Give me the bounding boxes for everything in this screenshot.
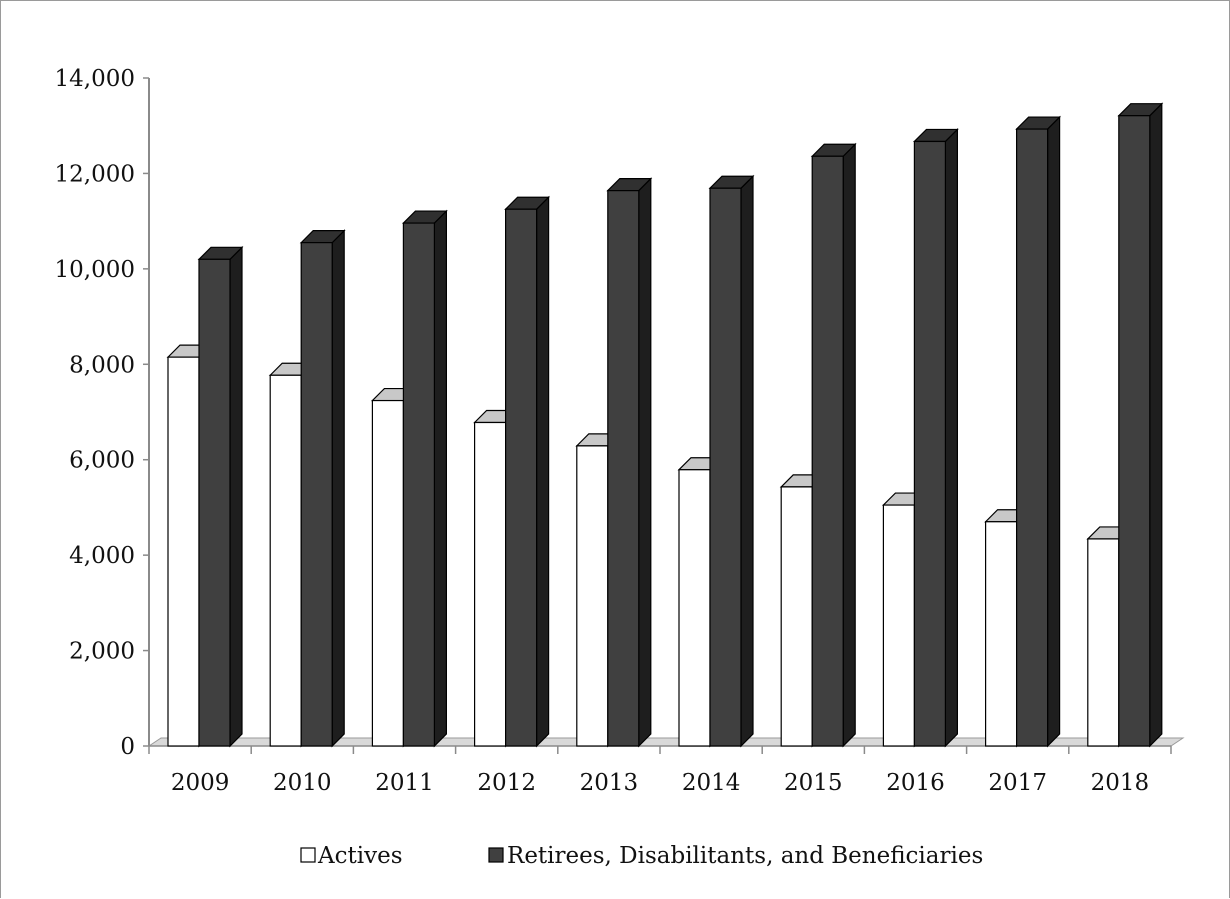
y-tick-label: 2,000 (69, 639, 135, 665)
bar-actives-front (167, 356, 200, 747)
bar-retirees (1117, 102, 1164, 748)
bar-actives-front (269, 374, 302, 747)
bar-retirees-side (433, 209, 447, 748)
bar-retirees-front (913, 140, 947, 747)
y-tick-label: 6,000 (69, 448, 135, 474)
x-tick-label: 2014 (682, 770, 741, 796)
bar-retirees-side (638, 177, 652, 748)
y-tick-label: 10,000 (55, 257, 135, 283)
bar-retirees-front (1118, 115, 1151, 747)
bar-actives-front (882, 504, 916, 747)
bar-retirees-side (331, 229, 345, 748)
x-tick-label: 2009 (171, 770, 230, 796)
bar-retirees-front (709, 187, 742, 747)
bar-retirees (606, 177, 653, 748)
bar-retirees (810, 142, 857, 748)
bar-actives-front (678, 469, 711, 747)
y-tick-label: 8,000 (69, 352, 135, 378)
y-tick-label: 4,000 (69, 543, 135, 569)
bar-retirees-side (1046, 115, 1061, 748)
bar-retirees (912, 128, 959, 748)
legend-label: Actives (317, 843, 403, 869)
x-tick-label: 2016 (886, 770, 945, 796)
bar-actives-front (371, 399, 404, 747)
bar-retirees-front (198, 258, 231, 747)
bar-retirees-side (1149, 102, 1163, 748)
bar-retirees-front (1015, 128, 1049, 747)
x-tick-label: 2015 (784, 770, 843, 796)
bar-actives-front (576, 445, 609, 747)
bar-retirees (1015, 115, 1062, 748)
legend-label: Retirees, Disabilitants, and Beneficiari… (507, 843, 983, 869)
bar-actives-front (780, 486, 813, 747)
legend-swatch (300, 847, 316, 863)
x-tick-label: 2012 (477, 770, 536, 796)
x-tick-label: 2018 (1091, 770, 1150, 796)
legend-swatch (488, 847, 504, 863)
x-tick-label: 2010 (273, 770, 332, 796)
y-tick-label: 12,000 (55, 161, 135, 187)
bar-retirees-side (740, 174, 754, 748)
bar-retirees (401, 209, 448, 748)
bar-retirees (299, 229, 346, 748)
bar-retirees-front (300, 242, 333, 747)
bar-retirees (197, 245, 244, 748)
bar-retirees (708, 174, 755, 748)
y-tick-label: 0 (120, 734, 135, 760)
y-tick-label: 14,000 (55, 66, 135, 92)
bar-retirees-side (944, 128, 959, 748)
bar-retirees-front (505, 208, 538, 747)
bar-retirees (504, 195, 551, 748)
bar-retirees-front (811, 155, 844, 747)
bar-actives-front (474, 421, 507, 747)
bar-actives-front (984, 521, 1018, 747)
x-tick-label: 2017 (988, 770, 1047, 796)
bar-retirees-side (229, 245, 243, 748)
bar-retirees-side (842, 142, 856, 748)
bar-retirees-front (402, 222, 435, 747)
bar-retirees-front (607, 190, 640, 747)
x-tick-label: 2011 (375, 770, 434, 796)
bar-actives-front (1087, 538, 1120, 747)
x-tick-label: 2013 (580, 770, 639, 796)
bar-retirees-side (535, 195, 550, 748)
